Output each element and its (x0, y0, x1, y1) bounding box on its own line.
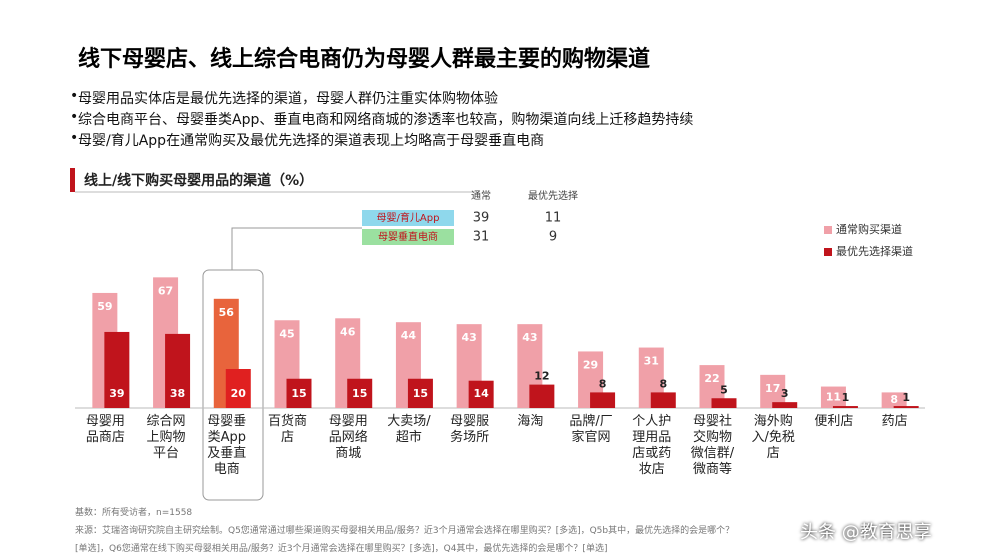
footnote: 来源：艾瑞咨询研究院自主研究绘制。Q5您通常通过哪些渠道购买母婴相关用品/服务？… (75, 526, 735, 536)
data-label: 8 (659, 377, 667, 390)
data-label: 17 (765, 382, 780, 395)
bar (711, 398, 737, 408)
x-tick-label: 药店 (881, 414, 908, 429)
x-tick-label: 大卖场/ 超市 (387, 414, 431, 445)
footnote: 基数：所有受访者，n=1558 (75, 508, 193, 518)
bullet: 综合电商平台、母婴垂类App、垂直电商和网络商城的渗透率也较高，购物渠道向线上迁… (70, 109, 693, 129)
section-rule (75, 191, 475, 193)
data-label: 12 (534, 370, 549, 383)
bar (468, 380, 494, 408)
bar (407, 378, 433, 408)
x-tick-label: 个人护 理用品 店或药 妆店 (632, 414, 672, 477)
data-label: 20 (231, 387, 247, 400)
legend-swatch (824, 248, 832, 256)
legend-swatch (824, 226, 832, 234)
callout-label: 母婴垂直电商 (378, 230, 438, 243)
bar (832, 406, 858, 408)
callout-value: 9 (549, 230, 557, 245)
bar (650, 392, 676, 408)
callout-header: 通常 (471, 189, 491, 202)
data-label: 59 (97, 300, 112, 313)
x-tick-label: 便利店 (814, 414, 854, 429)
x-tick-label: 母婴用 品商店 (85, 414, 125, 445)
x-tick-label: 海外购 入/免税 店 (751, 414, 795, 461)
data-label: 46 (340, 325, 356, 338)
title: 线下母婴店、线上综合电商仍为母婴人群最主要的购物渠道 (78, 46, 650, 72)
bar (881, 392, 907, 408)
callout-value: 11 (545, 211, 562, 226)
connector (231, 227, 362, 270)
bar (165, 333, 191, 408)
bar (820, 386, 846, 408)
data-label: 14 (473, 387, 489, 400)
data-label: 3 (781, 387, 789, 400)
watermark: 头条 @教育思享 (800, 522, 932, 543)
data-label: 29 (583, 358, 598, 371)
data-label: 8 (890, 393, 898, 406)
data-label: 43 (522, 331, 537, 344)
legend-label: 最优先选择渠道 (836, 244, 913, 258)
legend-label: 通常购买渠道 (836, 222, 902, 236)
data-label: 22 (704, 372, 719, 385)
chart-title: 线上/线下购买母婴用品的渠道（%） (84, 172, 313, 189)
bar (347, 378, 373, 408)
data-label: 56 (219, 306, 235, 319)
data-label: 1 (902, 391, 910, 404)
bar (772, 402, 798, 408)
callout-label-bg (362, 229, 454, 245)
bar (529, 384, 555, 408)
data-label: 31 (644, 355, 659, 368)
callout-label: 母婴/育儿App (377, 211, 440, 224)
callout-header: 最优先选择 (528, 189, 578, 202)
data-label: 1 (842, 391, 850, 404)
x-tick-label: 海淘 (517, 414, 544, 429)
data-label: 15 (352, 387, 367, 400)
data-label: 44 (401, 329, 417, 342)
x-tick-label: 母婴用 品网络 商城 (328, 414, 368, 461)
bar (104, 331, 130, 408)
data-label: 15 (291, 387, 306, 400)
section-marker (70, 168, 75, 192)
data-label: 39 (109, 387, 124, 400)
callout-value: 39 (473, 211, 490, 226)
x-tick-label: 母婴服 务场所 (450, 414, 490, 445)
highlight-box (202, 269, 264, 501)
callout-value: 31 (473, 230, 490, 245)
bar (225, 369, 251, 408)
bar (893, 406, 919, 408)
x-tick-label: 综合网 上购物 平台 (146, 414, 186, 461)
data-label: 8 (599, 377, 607, 390)
x-tick-label: 母婴垂 类App 及垂直 电商 (207, 414, 247, 477)
data-label: 67 (158, 284, 173, 297)
x-tick-label: 百货商 店 (267, 414, 307, 445)
data-label: 45 (279, 327, 294, 340)
x-tick-label: 品牌/厂 家官网 (569, 414, 613, 445)
data-label: 5 (720, 383, 728, 396)
bar (590, 392, 616, 408)
data-label: 43 (461, 331, 476, 344)
bullet: 母婴/育儿App在通常购买及最优先选择的渠道表现上均略高于母婴垂直电商 (70, 130, 544, 150)
bar (286, 378, 312, 408)
footnote: [单选]，Q6您通常在线下购买母婴相关用品/服务？近3个月通常会选择在哪里购买？… (75, 544, 608, 554)
data-label: 38 (170, 387, 185, 400)
callout-label-bg (362, 210, 454, 226)
data-label: 15 (413, 387, 428, 400)
bullet: 母婴用品实体店是最优先选择的渠道，母婴人群仍注重实体购物体验 (70, 88, 498, 108)
data-label: 11 (826, 390, 841, 403)
x-tick-label: 母婴社 交购物 微信群/ 微商等 (690, 414, 735, 477)
